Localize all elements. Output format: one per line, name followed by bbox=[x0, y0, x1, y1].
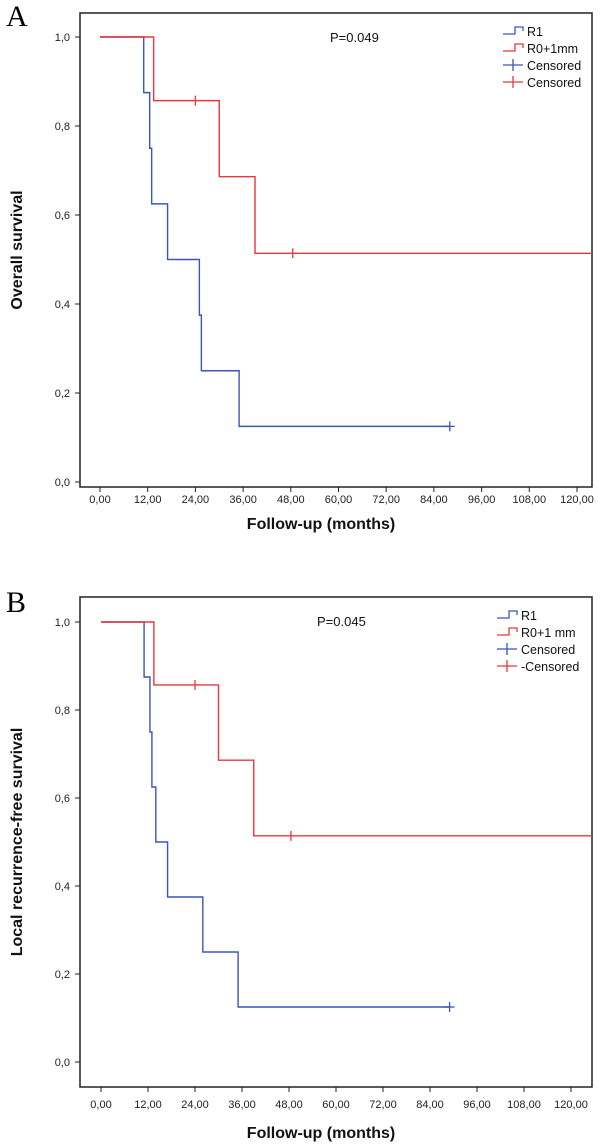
y-tick-label: 0,0 bbox=[55, 1057, 70, 1069]
legend-label: Censored bbox=[527, 59, 581, 73]
legend-label: R1 bbox=[527, 25, 543, 39]
x-tick-label: 60,00 bbox=[322, 1099, 350, 1111]
x-tick-label: 36,00 bbox=[228, 1099, 256, 1111]
legend-label: Censored bbox=[527, 76, 581, 90]
x-tick-label: 0,00 bbox=[89, 494, 110, 506]
x-tick-label: 120,00 bbox=[554, 1099, 588, 1111]
panel-label: A bbox=[6, 0, 28, 33]
x-tick-label: 60,00 bbox=[325, 494, 353, 506]
legend-line-icon bbox=[503, 26, 524, 35]
x-tick-label: 24,00 bbox=[182, 494, 210, 506]
legend-label: -Censored bbox=[521, 660, 579, 674]
survival-curve-r0 bbox=[100, 36, 592, 254]
x-tick-label: 0,00 bbox=[90, 1099, 111, 1111]
panel-label: B bbox=[6, 586, 26, 619]
survival-curve-r1 bbox=[101, 621, 450, 1008]
x-tick-label: 108,00 bbox=[507, 1099, 541, 1111]
survival-curve-r1 bbox=[100, 36, 450, 428]
y-tick-label: 1,0 bbox=[55, 32, 70, 44]
y-tick-label: 1,0 bbox=[55, 617, 70, 629]
y-tick-label: 0,8 bbox=[55, 121, 70, 133]
y-tick-label: 0,2 bbox=[55, 969, 70, 981]
y-tick-label: 0,2 bbox=[55, 388, 70, 400]
legend-label: R0+1 mm bbox=[521, 626, 576, 640]
p-value-annotation: P=0.049 bbox=[330, 30, 379, 45]
x-tick-label: 72,00 bbox=[369, 1099, 397, 1111]
x-tick-label: 108,00 bbox=[512, 494, 546, 506]
x-tick-label: 24,00 bbox=[181, 1099, 209, 1111]
x-tick-label: 48,00 bbox=[277, 494, 305, 506]
y-tick-label: 0,4 bbox=[55, 299, 70, 311]
chart-panel-b: B 0,0 0,2 0,4 0,6 0,8 1,0 0,00 12,00 24,00 36,00 48… bbox=[6, 586, 593, 1142]
x-tick-label: 120,00 bbox=[560, 494, 594, 506]
x-tick-label: 96,00 bbox=[468, 494, 496, 506]
y-tick-label: 0,6 bbox=[55, 793, 70, 805]
legend-line-icon bbox=[497, 627, 518, 636]
legend-label: Censored bbox=[521, 643, 575, 657]
legend-label: R1 bbox=[521, 609, 537, 623]
x-tick-label: 48,00 bbox=[275, 1099, 303, 1111]
legend-line-icon bbox=[497, 610, 518, 619]
x-tick-label: 72,00 bbox=[372, 494, 400, 506]
x-axis-title: Follow-up (months) bbox=[247, 516, 395, 533]
x-tick-label: 84,00 bbox=[416, 1099, 444, 1111]
x-tick-label: 36,00 bbox=[229, 494, 257, 506]
y-tick-label: 0,4 bbox=[55, 881, 70, 893]
legend-label: R0+1mm bbox=[527, 42, 578, 56]
p-value-annotation: P=0.045 bbox=[317, 614, 366, 629]
y-axis-title: Local recurrence-free survival bbox=[9, 728, 26, 957]
x-tick-label: 84,00 bbox=[420, 494, 448, 506]
survival-curve-r0 bbox=[101, 621, 592, 837]
x-axis-title: Follow-up (months) bbox=[247, 1125, 395, 1142]
y-tick-label: 0,6 bbox=[55, 210, 70, 222]
chart-panel-a: A 0,0 0,2 0,4 0,6 0,8 1,0 0,00 12,00 24,00 36,00 48… bbox=[6, 0, 594, 533]
y-tick-label: 0,0 bbox=[55, 477, 70, 489]
y-tick-label: 0,8 bbox=[55, 705, 70, 717]
y-axis-title: Overall survival bbox=[9, 190, 26, 309]
x-tick-label: 96,00 bbox=[463, 1099, 491, 1111]
x-tick-label: 12,00 bbox=[134, 494, 162, 506]
x-tick-label: 12,00 bbox=[134, 1099, 162, 1111]
plot-frame bbox=[79, 12, 593, 488]
legend-line-icon bbox=[503, 43, 524, 52]
